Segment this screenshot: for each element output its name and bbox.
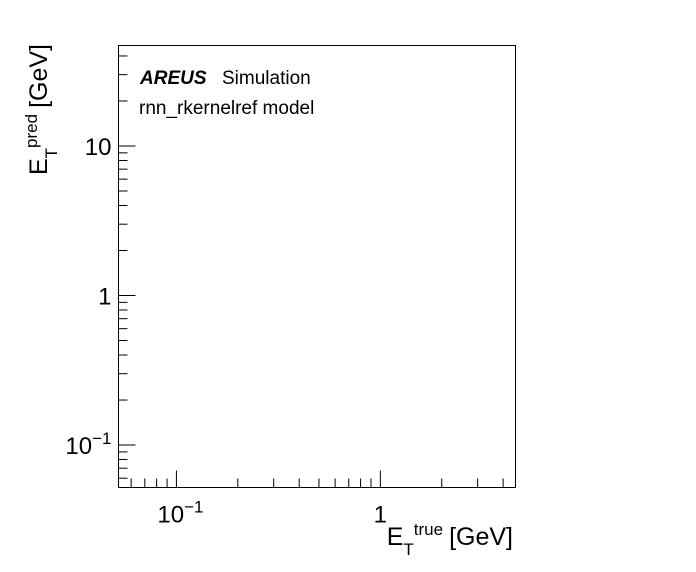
model-label: rnn_rkernelref model — [139, 98, 314, 119]
x-axis-ticks: 10−1 1 — [130, 470, 504, 529]
plot-frame — [118, 45, 516, 488]
x-tick-label: 1 — [374, 502, 387, 529]
y-axis-label: ETpred[GeV] — [22, 44, 61, 175]
status-label: Simulation — [222, 68, 311, 89]
y-tick-label: 1 — [98, 284, 111, 311]
x-tick-label: 10−1 — [157, 498, 203, 529]
y-axis-ticks: 10−1 1 10 — [65, 55, 136, 479]
y-tick-label: 10−1 — [65, 429, 111, 460]
y-tick-label: 10 — [85, 134, 112, 161]
x-axis-label: ETtrue [GeV] — [387, 520, 513, 559]
experiment-label: AREUS — [139, 68, 207, 89]
